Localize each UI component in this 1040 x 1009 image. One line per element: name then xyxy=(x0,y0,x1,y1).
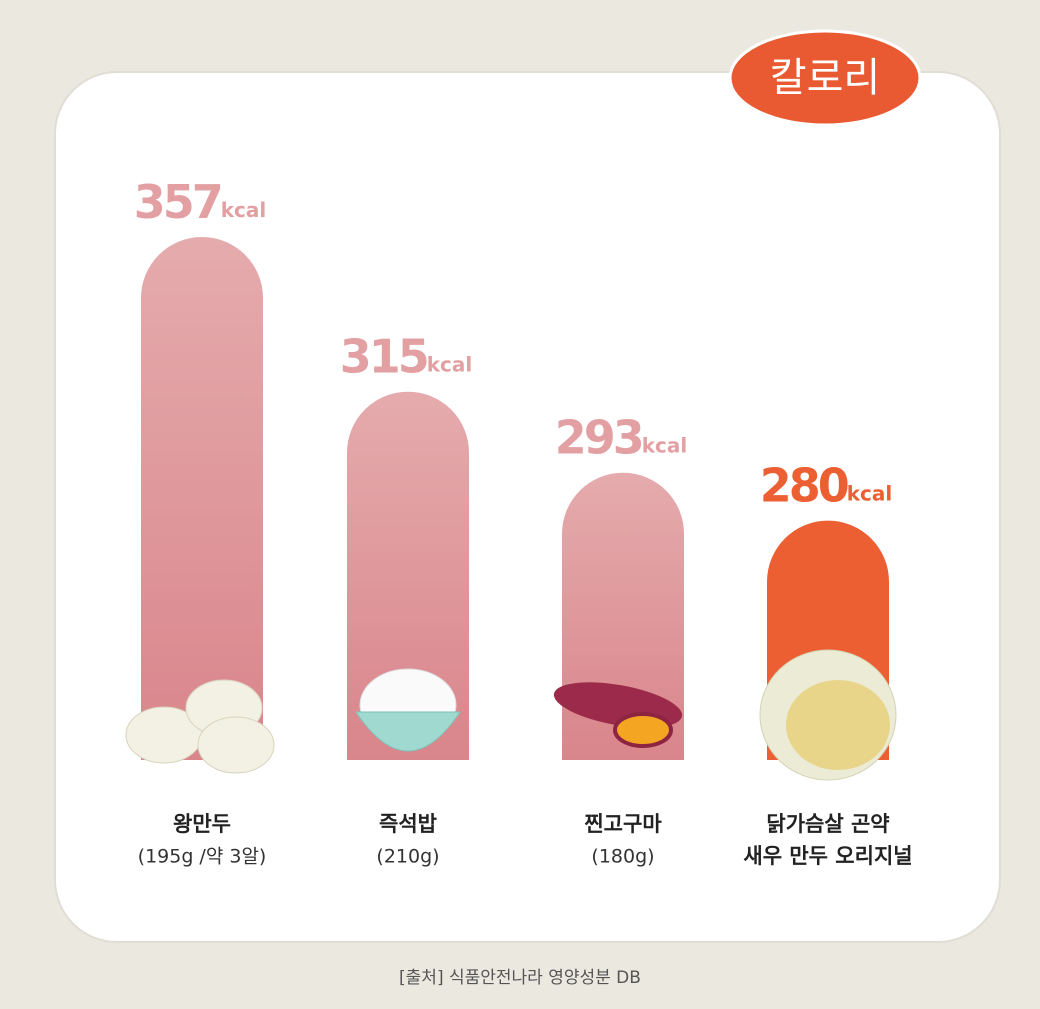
bar xyxy=(347,391,469,760)
food-illustration xyxy=(553,682,683,748)
sweet-potato-cut xyxy=(613,712,673,748)
value-number: 280 xyxy=(760,458,848,512)
category-label: 즉석밥 xyxy=(379,812,437,836)
value-number: 315 xyxy=(340,329,427,383)
category-label: 새우 만두 오리지널 xyxy=(743,844,912,868)
value-label: 280kcal xyxy=(760,458,893,512)
category-label: 왕만두 xyxy=(173,812,231,836)
value-unit: kcal xyxy=(427,352,473,376)
value-number: 293 xyxy=(555,410,642,464)
dumpling-filling xyxy=(786,680,890,770)
category-label: 닭가슴살 곤약 xyxy=(766,812,889,836)
value-label: 357kcal xyxy=(134,175,267,229)
food-illustration xyxy=(125,679,275,774)
value-unit: kcal xyxy=(221,198,267,222)
category-note: (195g /약 3알) xyxy=(138,846,267,868)
value-label: 293kcal xyxy=(555,410,688,464)
category-note: (210g) xyxy=(376,846,439,868)
food-illustration xyxy=(759,649,897,781)
value-label: 315kcal xyxy=(340,329,473,383)
title-badge xyxy=(728,29,922,127)
category-note: (180g) xyxy=(591,846,654,868)
chart-title: 칼로리 xyxy=(770,55,880,101)
food-illustration xyxy=(355,668,461,752)
value-unit: kcal xyxy=(642,433,688,457)
category-label: 찐고구마 xyxy=(584,812,662,836)
bowl xyxy=(355,711,461,752)
bun xyxy=(197,716,275,774)
source: [출처] 식품안전나라 영양성분 DB xyxy=(399,968,641,988)
value-number: 357 xyxy=(134,175,221,229)
bar xyxy=(141,237,263,760)
value-unit: kcal xyxy=(847,481,893,505)
